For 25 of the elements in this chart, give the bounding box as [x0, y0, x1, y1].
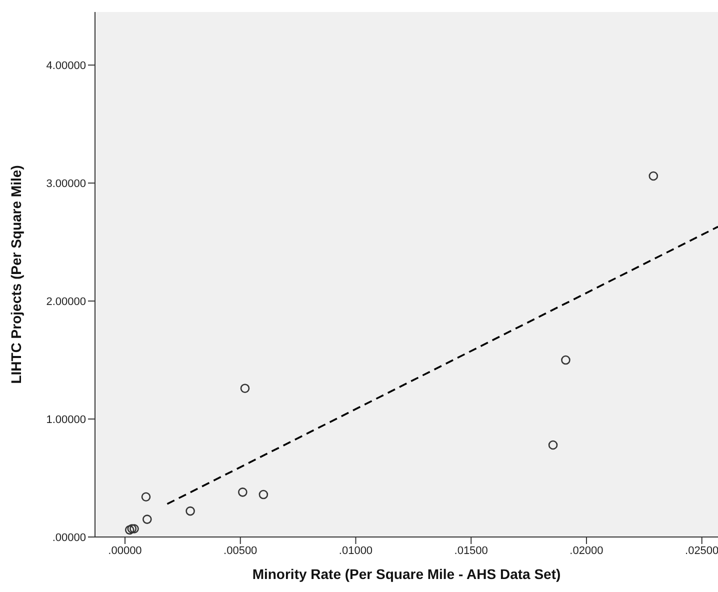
x-tick-label: .00000	[108, 544, 142, 557]
point	[142, 514, 152, 524]
point	[238, 488, 248, 497]
y-tick-label: 1.00000	[46, 414, 86, 426]
point	[186, 506, 195, 516]
point	[561, 355, 570, 365]
y-tick-label: 3.00000	[46, 178, 86, 190]
x-tick-label: .02000	[570, 544, 604, 557]
point	[141, 492, 151, 502]
y-tick-label: 2.00000	[46, 296, 86, 308]
point	[127, 524, 137, 534]
point	[548, 440, 558, 450]
point	[130, 524, 139, 534]
y-tick-label: 4.00000	[46, 60, 86, 72]
point	[648, 171, 658, 181]
x-tick-label: .01500	[454, 544, 488, 557]
x-tick-label: .02500	[685, 544, 718, 557]
x-axis-title: Minority Rate (Per Square Mile - AHS Data Set)	[252, 566, 561, 582]
y-axis-title: LIHTC Projects (Per Square Mile)	[8, 165, 24, 384]
x-tick-label: .01000	[338, 544, 373, 557]
x-tick-label: .00500	[224, 544, 258, 557]
point	[124, 525, 134, 535]
point	[240, 384, 250, 393]
point	[258, 490, 268, 500]
y-tick-label: .00000	[52, 532, 86, 544]
